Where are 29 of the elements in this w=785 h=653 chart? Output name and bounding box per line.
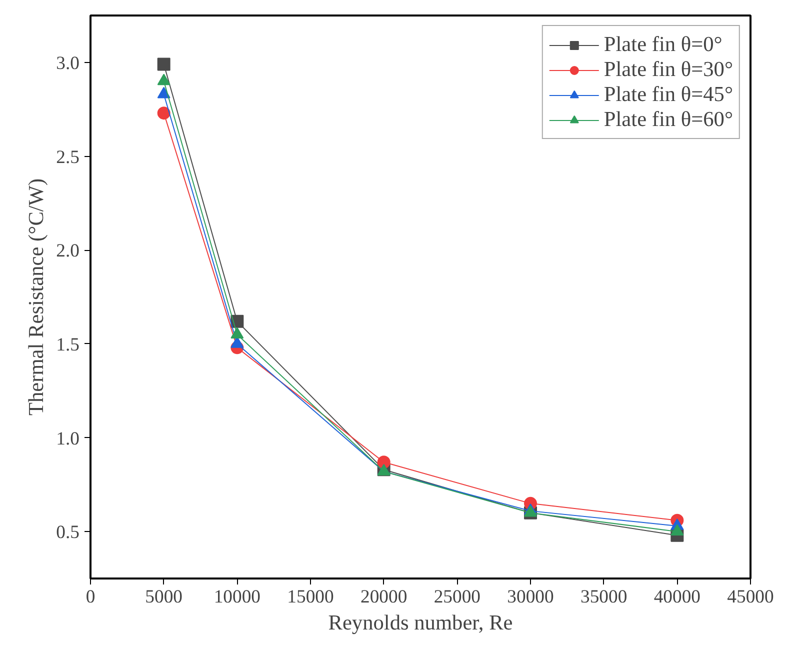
y-tick-label: 0.5 <box>56 522 80 544</box>
legend-label: Plate fin θ=30° <box>604 57 733 82</box>
legend-label: Plate fin θ=60° <box>604 107 733 132</box>
legend-label: Plate fin θ=45° <box>604 82 733 107</box>
x-tick-label: 10000 <box>214 586 260 608</box>
x-tick-label: 40000 <box>654 586 700 608</box>
x-tick-label: 20000 <box>360 586 408 608</box>
point <box>377 456 390 469</box>
x-tick-label: 45000 <box>727 586 774 608</box>
y-tick-label: 1.5 <box>56 334 80 356</box>
x-tick-label: 5000 <box>145 586 182 608</box>
y-tick-label: 3.0 <box>56 52 80 74</box>
point <box>157 74 170 86</box>
point <box>157 58 170 71</box>
point <box>157 106 170 120</box>
x-axis-title: Reynolds number, Re <box>328 610 513 634</box>
y-tick-label: 1.0 <box>56 428 80 450</box>
legend-label: Plate fin θ=0° <box>604 32 722 57</box>
y-axis-title: Thermal Resistance (°C/W) <box>24 178 48 416</box>
x-tick-label: 15000 <box>287 586 334 608</box>
x-tick-label: 35000 <box>580 586 628 608</box>
point <box>230 327 244 338</box>
point <box>670 524 684 536</box>
x-tick-label: 30000 <box>507 586 554 608</box>
x-tick-label: 0 <box>86 586 96 608</box>
point <box>157 86 170 98</box>
y-tick-label: 2.5 <box>56 146 80 168</box>
y-tick-label: 2.0 <box>56 240 80 262</box>
x-tick-label: 25000 <box>434 586 480 608</box>
